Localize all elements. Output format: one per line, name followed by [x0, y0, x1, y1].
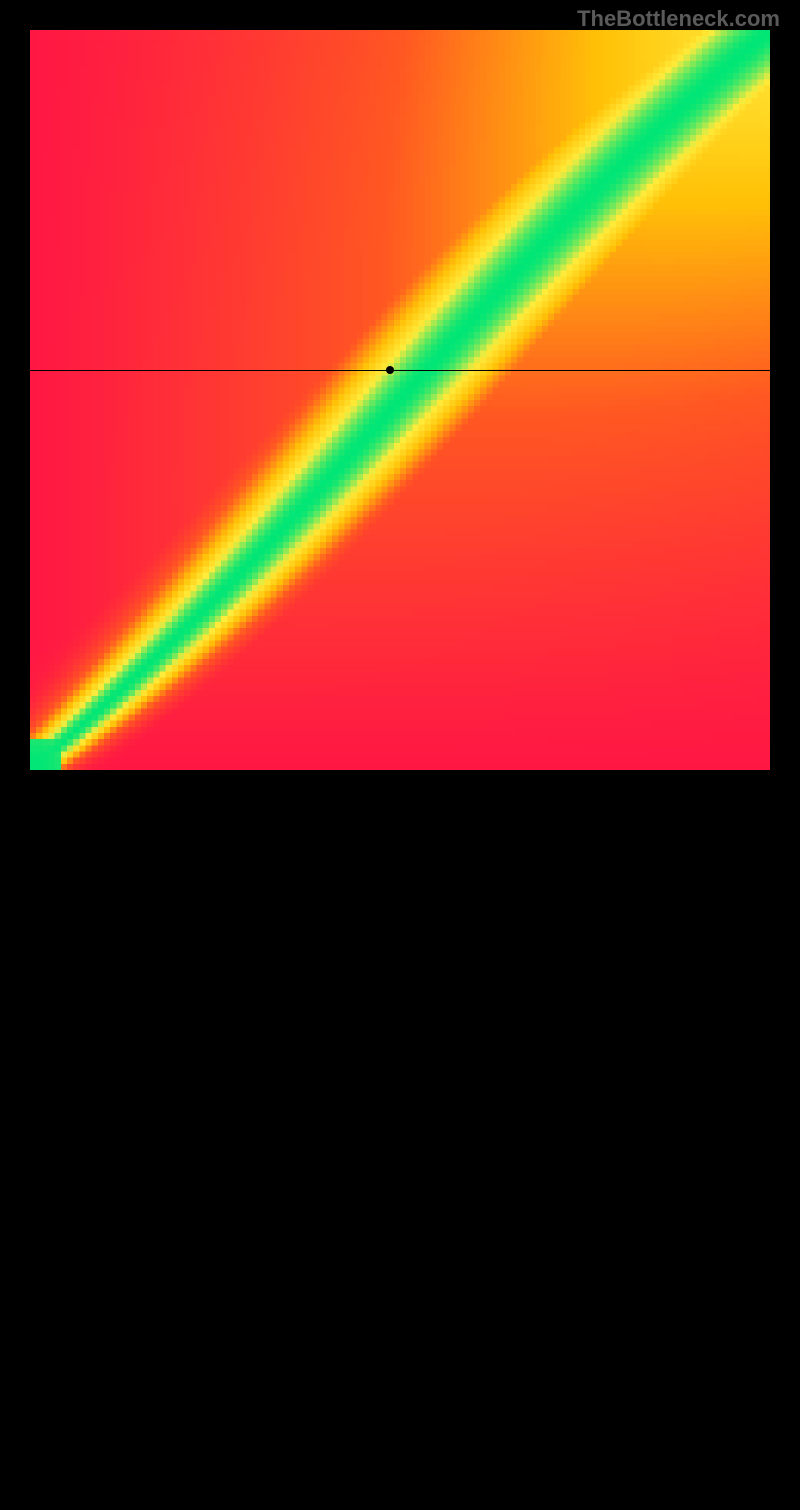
watermark-text: TheBottleneck.com [577, 6, 780, 32]
heatmap-canvas [30, 30, 770, 770]
crosshair-marker-dot [386, 366, 394, 374]
heatmap-plot [30, 30, 770, 770]
crosshair-vertical [390, 770, 391, 1510]
crosshair-horizontal [30, 370, 770, 371]
